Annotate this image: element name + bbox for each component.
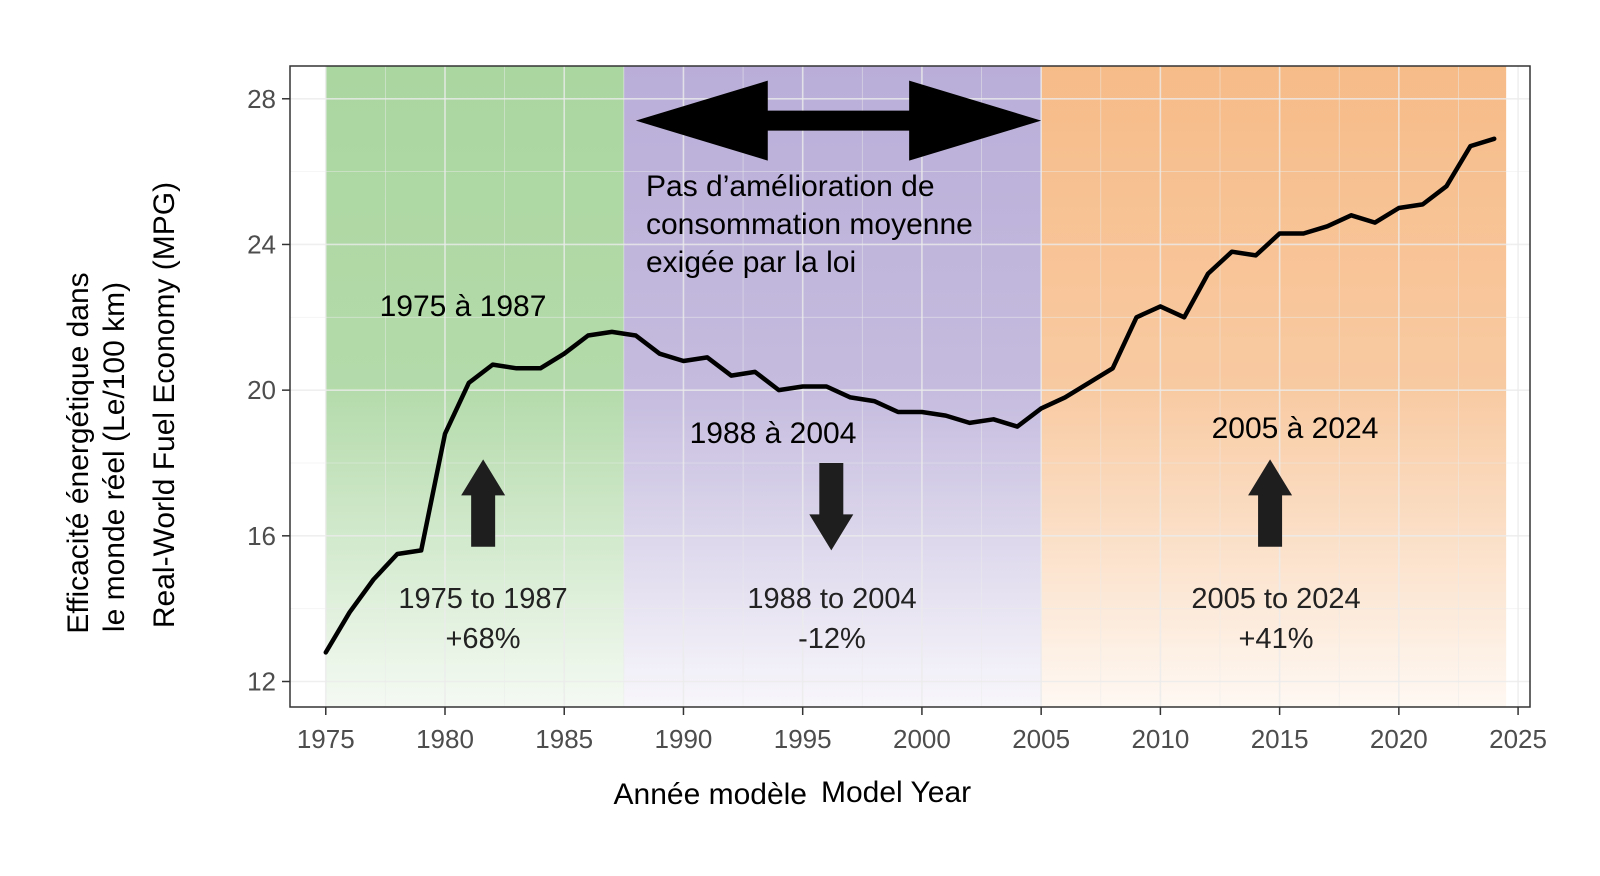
x-tick-label-1975: 1975 xyxy=(297,724,355,754)
x-tick-label-2000: 2000 xyxy=(893,724,951,754)
x-tick-label-2010: 2010 xyxy=(1131,724,1189,754)
no-improvement-line3: exigée par la loi xyxy=(646,246,856,279)
y-axis-title-fr-line1: Efficacité énergétique dans xyxy=(62,272,95,633)
x-axis-title-fr: Année modèle xyxy=(614,778,807,811)
x-tick-label-1995: 1995 xyxy=(774,724,832,754)
period1-en-label: 1975 to 1987 xyxy=(398,583,567,615)
period3-fr-label: 2005 à 2024 xyxy=(1212,412,1379,445)
period1-fr-label: 1975 à 1987 xyxy=(380,290,547,323)
x-tick-label-1985: 1985 xyxy=(535,724,593,754)
region-3 xyxy=(1041,66,1507,707)
period3-en-label: 2005 to 2024 xyxy=(1191,583,1360,615)
region-2 xyxy=(623,66,1042,707)
y-axis-title-en: Real-World Fuel Economy (MPG) xyxy=(148,182,181,628)
arrow-up-1 xyxy=(461,459,506,547)
fuel-economy-line xyxy=(323,136,1497,655)
x-tick-label-2005: 2005 xyxy=(1012,724,1070,754)
x-tick-label-2015: 2015 xyxy=(1251,724,1309,754)
y-tick-label-12: 12 xyxy=(247,667,276,697)
x-tick-label-2020: 2020 xyxy=(1370,724,1428,754)
arrow-down-2 xyxy=(809,462,854,551)
x-tick-label-2025: 2025 xyxy=(1489,724,1547,754)
x-axis-title-en: Model Year xyxy=(821,776,971,809)
no-improvement-line1: Pas d’amélioration de xyxy=(646,170,935,203)
period2-fr-label: 1988 à 2004 xyxy=(690,417,857,450)
region-1 xyxy=(325,66,624,707)
x-tick-label-1990: 1990 xyxy=(655,724,713,754)
plot-border xyxy=(289,65,1531,708)
period2-change-label: -12% xyxy=(798,623,866,655)
period1-change-label: +68% xyxy=(446,623,521,655)
arrow-up-3 xyxy=(1248,459,1293,547)
y-tick-label-28: 28 xyxy=(247,84,276,114)
double-arrow xyxy=(635,80,1042,161)
period2-en-label: 1988 to 2004 xyxy=(747,583,916,615)
y-tick-label-16: 16 xyxy=(247,521,276,551)
no-improvement-line2: consommation moyenne xyxy=(646,208,973,241)
y-tick-label-20: 20 xyxy=(247,375,276,405)
period3-change-label: +41% xyxy=(1239,623,1314,655)
y-tick-label-24: 24 xyxy=(247,229,276,259)
x-tick-label-1980: 1980 xyxy=(416,724,474,754)
y-axis-title-fr-line2: le monde réel (Le/100 km) xyxy=(98,282,131,632)
